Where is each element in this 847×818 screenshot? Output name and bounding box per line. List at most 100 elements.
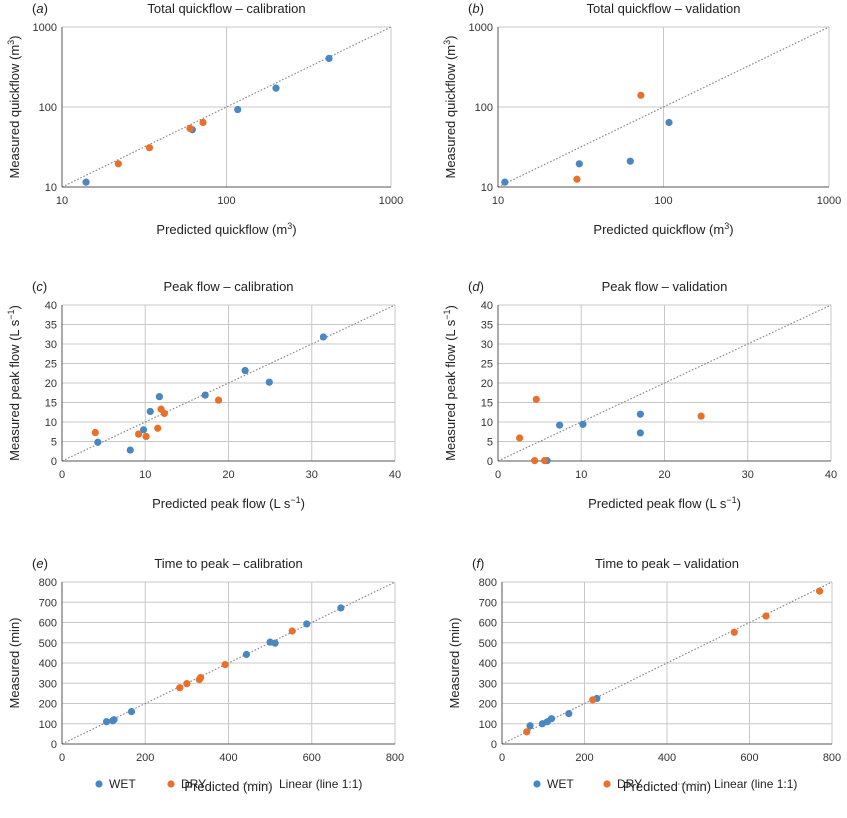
x-tick-label: 0 xyxy=(495,469,501,481)
x-tick-label: 0 xyxy=(59,752,65,764)
y-tick-label: 200 xyxy=(479,699,497,711)
y-tick-label: 200 xyxy=(39,699,57,711)
y-tick-label: 500 xyxy=(479,638,497,650)
y-tick-label: 100 xyxy=(479,719,497,731)
point-wet xyxy=(337,604,345,612)
point-wet xyxy=(303,620,311,628)
point-wet xyxy=(626,157,634,165)
point-wet xyxy=(636,410,644,418)
panel-b: 10 100 1000 10 100 1000 (b) Total quickflow – v… xyxy=(442,1,841,237)
point-dry xyxy=(516,434,524,442)
x-tick-label: 40 xyxy=(389,469,401,481)
y-tick-label: 20 xyxy=(45,378,57,390)
y-axis-label: Measured peak flow (L s−1) xyxy=(442,305,458,461)
point-wet xyxy=(325,54,333,63)
legend-wet-marker xyxy=(533,780,541,788)
y-tick-label: 400 xyxy=(479,658,497,670)
x-tick-label: 10 xyxy=(139,469,151,481)
chart-title: Peak flow – validation xyxy=(602,279,728,294)
point-wet xyxy=(636,429,644,437)
panel-d: 0 10 20 30 40 0 5 10 15 20 25 30 35 40 (d) Peak flow – … xyxy=(442,279,837,511)
point-wet xyxy=(155,393,164,401)
x-axis-label: Predicted quickflow (m3) xyxy=(593,221,733,237)
point-wet xyxy=(665,118,673,127)
point-wet xyxy=(110,716,118,724)
panel-letter: (a) xyxy=(32,1,48,16)
legend-linear-label: Linear (line 1:1) xyxy=(279,777,362,791)
y-tick-label: 10 xyxy=(481,417,493,429)
point-dry xyxy=(176,684,184,692)
y-tick-label: 15 xyxy=(481,398,493,410)
x-tick-label: 1000 xyxy=(817,195,841,207)
point-dry xyxy=(541,457,549,465)
point-dry xyxy=(183,680,191,688)
point-dry xyxy=(288,627,296,635)
line-1-to-1 xyxy=(497,304,832,462)
legend-dry-marker xyxy=(167,780,175,788)
y-tick-label: 0 xyxy=(51,739,57,751)
y-tick-label: 0 xyxy=(51,456,57,468)
y-tick-label: 5 xyxy=(51,437,57,449)
y-tick-label: 40 xyxy=(45,300,57,312)
x-tick-label: 10 xyxy=(56,195,68,207)
y-tick-label: 1000 xyxy=(33,22,57,34)
point-wet xyxy=(547,715,556,723)
panel-letter: (f) xyxy=(472,556,484,571)
line-1-to-1 xyxy=(501,581,833,745)
legend-left: WET DRY Linear (line 1:1) xyxy=(95,777,362,791)
y-tick-label: 40 xyxy=(481,300,493,312)
point-dry xyxy=(91,428,99,437)
point-dry xyxy=(221,661,229,669)
y-axis-label: Measured peak flow (L s−1) xyxy=(6,305,22,461)
panel-a: 10 100 1000 10 100 1000 (a) Total quickflow – c… xyxy=(6,1,403,237)
x-tick-label: 10 xyxy=(492,195,504,207)
point-dry xyxy=(531,457,539,465)
point-dry xyxy=(637,91,645,99)
point-wet xyxy=(272,84,280,92)
x-tick-label: 600 xyxy=(303,752,321,764)
y-tick-label: 100 xyxy=(475,102,493,114)
point-dry xyxy=(697,412,705,420)
y-tick-label: 100 xyxy=(39,719,57,731)
y-tick-label: 500 xyxy=(39,638,57,650)
point-dry xyxy=(199,118,207,127)
y-tick-label: 30 xyxy=(45,339,57,351)
chart-title: Total quickflow – validation xyxy=(587,1,741,16)
point-wet xyxy=(565,710,573,718)
point-dry xyxy=(186,124,194,133)
y-axis-label: Measured quickflow (m3) xyxy=(442,35,458,178)
x-tick-label: 0 xyxy=(59,469,65,481)
y-tick-label: 20 xyxy=(481,378,493,390)
point-dry xyxy=(523,728,531,736)
chart-title: Time to peak – validation xyxy=(595,556,739,571)
point-dry xyxy=(573,175,581,183)
x-tick-label: 100 xyxy=(217,195,235,207)
x-tick-label: 20 xyxy=(658,469,670,481)
y-tick-label: 10 xyxy=(45,417,57,429)
point-wet xyxy=(126,446,134,454)
y-axis-label: Measured (min) xyxy=(7,617,22,708)
point-wet xyxy=(271,639,279,647)
y-tick-label: 600 xyxy=(39,618,57,630)
x-tick-label: 800 xyxy=(386,752,404,764)
panel-e: 0 200 400 600 800 0 100 200 300 400 500 600 700 800 (e… xyxy=(7,556,404,794)
point-dry xyxy=(589,696,597,704)
x-tick-label: 10 xyxy=(575,469,587,481)
point-dry xyxy=(160,409,168,418)
panel-c: 0 10 20 30 40 0 5 10 15 20 25 30 35 40 (c) Peak flow – … xyxy=(6,279,401,511)
legend-right: WET DRY Linear (line 1:1) xyxy=(533,777,797,791)
x-tick-label: 400 xyxy=(658,752,676,764)
point-dry xyxy=(154,424,162,432)
point-wet xyxy=(127,708,136,716)
y-tick-label: 400 xyxy=(39,658,57,670)
point-dry xyxy=(762,612,770,620)
y-tick-label: 600 xyxy=(479,618,497,630)
x-tick-label: 800 xyxy=(823,752,841,764)
point-wet xyxy=(234,105,242,114)
y-tick-label: 25 xyxy=(45,359,57,371)
panel-letter: (e) xyxy=(32,556,48,571)
x-axis-label: Predicted peak flow (L s−1) xyxy=(152,495,305,511)
point-dry xyxy=(114,160,122,168)
y-tick-label: 100 xyxy=(39,102,57,114)
